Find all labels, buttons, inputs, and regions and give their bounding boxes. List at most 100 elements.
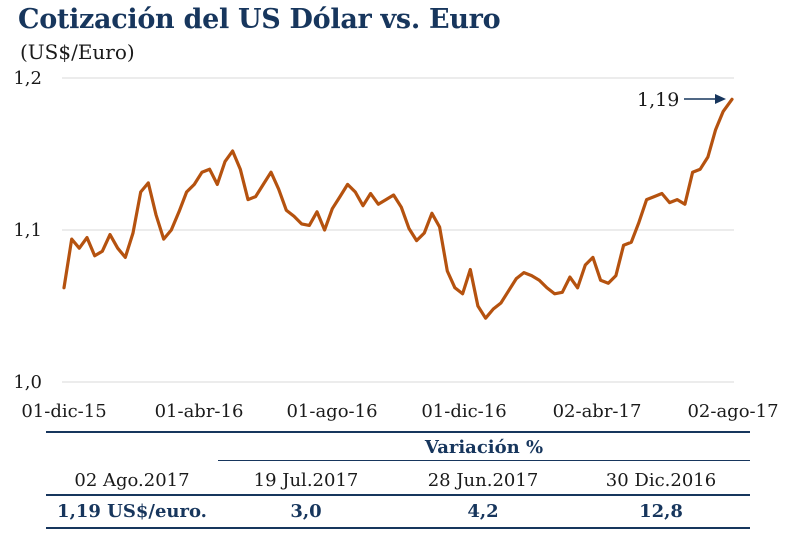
data-point bbox=[170, 228, 173, 232]
data-point bbox=[101, 250, 104, 253]
data-point bbox=[553, 292, 556, 295]
data-point bbox=[239, 168, 242, 171]
data-point bbox=[124, 256, 127, 259]
table-top-rule bbox=[46, 431, 750, 433]
data-point bbox=[407, 227, 411, 230]
data-point bbox=[607, 282, 610, 285]
data-point bbox=[223, 160, 227, 163]
x-tick-label: 01-ago-16 bbox=[286, 401, 377, 422]
data-point bbox=[277, 187, 280, 191]
data-point bbox=[614, 274, 618, 277]
data-points bbox=[62, 98, 734, 320]
data-point bbox=[208, 168, 211, 171]
data-point bbox=[438, 225, 441, 229]
table-value-cell: 4,2 bbox=[467, 501, 499, 522]
data-point bbox=[515, 277, 518, 280]
line-chart: 1,01,11,2 01-dic-15 01-abr-16 01-ago-16 01-… bbox=[13, 68, 778, 422]
grid-lines bbox=[62, 77, 734, 231]
data-point bbox=[93, 254, 96, 257]
data-point bbox=[400, 206, 403, 209]
data-point bbox=[522, 271, 526, 274]
data-point bbox=[683, 203, 687, 206]
data-point bbox=[722, 110, 725, 113]
data-point bbox=[476, 304, 480, 308]
data-point bbox=[78, 247, 81, 250]
annotation: 1,19 bbox=[637, 89, 726, 111]
data-point bbox=[591, 256, 595, 259]
data-point bbox=[668, 201, 671, 204]
y-tick-label: 1,1 bbox=[13, 220, 42, 241]
data-point bbox=[568, 275, 572, 279]
data-point bbox=[200, 171, 204, 174]
data-point bbox=[530, 274, 533, 277]
data-point bbox=[545, 286, 549, 289]
data-point bbox=[369, 192, 372, 195]
table-header-rule bbox=[46, 494, 750, 496]
table-value-cell: 12,8 bbox=[639, 501, 683, 522]
data-point bbox=[584, 263, 587, 267]
x-tick-label: 01-abr-16 bbox=[155, 401, 244, 422]
data-point bbox=[315, 210, 319, 213]
data-point bbox=[653, 195, 656, 198]
data-point bbox=[699, 168, 702, 171]
annotation-label: 1,19 bbox=[637, 89, 679, 111]
data-point bbox=[691, 171, 694, 174]
table-col-header: 02 Ago.2017 bbox=[74, 470, 190, 491]
table-value-cell: 1,19 US$/euro. bbox=[57, 501, 207, 522]
data-point bbox=[384, 198, 388, 201]
data-point bbox=[706, 155, 710, 159]
data-point bbox=[269, 171, 273, 174]
data-point bbox=[637, 221, 641, 224]
data-point bbox=[308, 224, 311, 227]
data-point bbox=[62, 286, 66, 289]
data-point bbox=[162, 237, 165, 241]
data-point bbox=[331, 207, 334, 210]
data-point bbox=[231, 149, 234, 153]
data-point bbox=[492, 307, 495, 311]
data-point bbox=[576, 286, 579, 289]
data-point bbox=[446, 269, 449, 273]
data-point bbox=[660, 192, 664, 195]
x-axis-ticks: 01-dic-15 01-abr-16 01-ago-16 01-dic-16 02-a… bbox=[21, 401, 778, 422]
data-point bbox=[254, 195, 257, 198]
data-point bbox=[430, 212, 434, 215]
data-point bbox=[147, 181, 150, 185]
data-point bbox=[645, 198, 648, 201]
table-col-header: 19 Jul.2017 bbox=[253, 470, 359, 491]
data-point bbox=[70, 237, 73, 241]
data-point bbox=[461, 292, 464, 295]
data-point bbox=[177, 210, 181, 213]
table-col-header: 30 Dic.2016 bbox=[605, 470, 717, 491]
data-point bbox=[216, 183, 219, 186]
data-point bbox=[730, 98, 734, 101]
data-point bbox=[262, 183, 265, 186]
data-point bbox=[630, 241, 633, 244]
data-point bbox=[193, 183, 196, 186]
data-point bbox=[108, 233, 112, 236]
data-point bbox=[300, 222, 303, 226]
data-point bbox=[292, 215, 296, 218]
data-point bbox=[423, 231, 426, 235]
data-point bbox=[354, 190, 357, 194]
data-point bbox=[499, 301, 503, 305]
chart-unit-label: (US$/Euro) bbox=[20, 40, 135, 64]
data-point bbox=[246, 198, 250, 201]
data-point bbox=[323, 228, 326, 232]
x-tick-label: 02-abr-17 bbox=[553, 401, 642, 422]
data-point bbox=[561, 291, 564, 294]
chart-title: Cotización del US Dólar vs. Euro bbox=[18, 4, 501, 35]
table-group-header: Variación % bbox=[424, 437, 544, 458]
x-tick-label: 01-dic-16 bbox=[421, 401, 506, 422]
data-point bbox=[154, 213, 158, 216]
exchange-rate-line bbox=[62, 97, 734, 320]
data-point bbox=[392, 193, 395, 197]
annotation-arrowhead bbox=[715, 94, 726, 104]
data-point bbox=[453, 286, 457, 289]
data-point bbox=[599, 279, 602, 282]
data-point bbox=[714, 128, 717, 131]
data-point bbox=[116, 247, 119, 250]
data-point bbox=[338, 195, 342, 198]
data-point bbox=[469, 268, 472, 271]
data-point bbox=[285, 209, 288, 212]
data-point bbox=[361, 204, 365, 207]
